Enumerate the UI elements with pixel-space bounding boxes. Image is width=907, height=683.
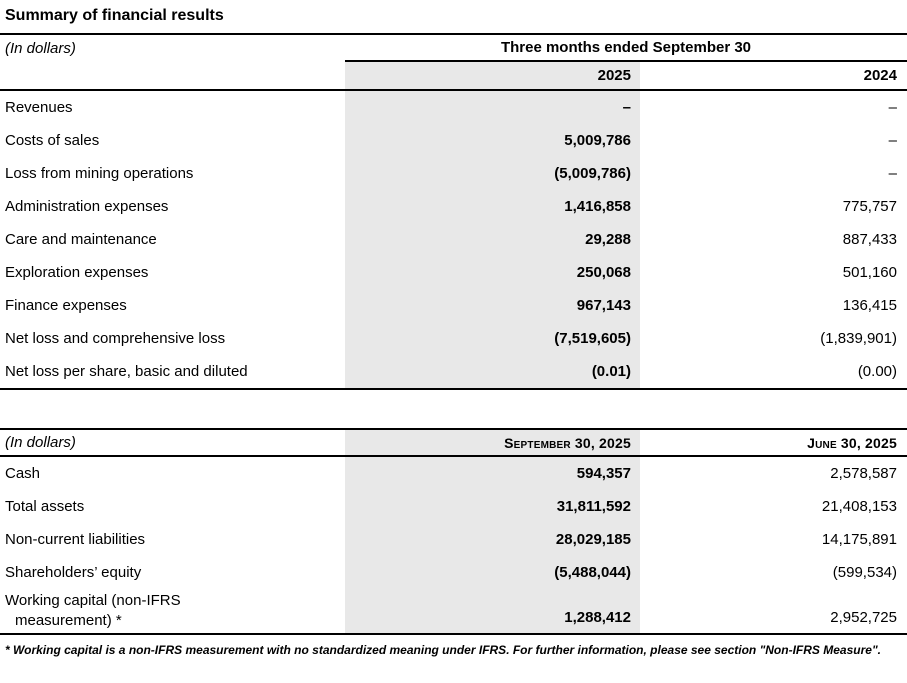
value-current: 594,357 <box>345 457 640 490</box>
row-working-capital: Working capital (non-IFRS measurement) *… <box>0 589 907 633</box>
row-label: Finance expenses <box>5 297 127 314</box>
value-2025: 29,288 <box>345 223 640 256</box>
table2-unit-label: (In dollars) <box>5 434 76 451</box>
table2-column-header-september-30-2025: September 30, 2025 <box>345 430 640 455</box>
row-label: Administration expenses <box>5 198 169 215</box>
row-costs-of-sales: Costs of sales 5,009,786 – <box>0 124 907 157</box>
value-current: 31,811,592 <box>345 490 640 523</box>
income-statement-header: (In dollars) Three months ended Septembe… <box>0 35 907 91</box>
value-2025: (7,519,605) <box>345 322 640 355</box>
value-2024: 775,757 <box>842 198 897 215</box>
row-label: Working capital (non-IFRS measurement) * <box>0 589 345 633</box>
row-exploration-expenses: Exploration expenses 250,068 501,160 <box>0 256 907 289</box>
value-current: 1,288,412 <box>345 589 640 633</box>
row-non-current-liabilities: Non-current liabilities 28,029,185 14,17… <box>0 523 907 556</box>
working-capital-label-line2: measurement) * <box>15 612 122 629</box>
table2-column-header-june-30-2025: June 30, 2025 <box>807 434 897 451</box>
value-2025: – <box>345 91 640 124</box>
page-title: Summary of financial results <box>5 7 224 24</box>
value-2024: – <box>888 165 897 182</box>
income-statement-table: (In dollars) Three months ended Septembe… <box>0 33 907 390</box>
row-revenues: Revenues – – <box>0 91 907 124</box>
value-2024: – <box>888 132 897 149</box>
value-2025: 250,068 <box>345 256 640 289</box>
value-prior: 21,408,153 <box>821 498 897 515</box>
row-label: Care and maintenance <box>5 231 157 248</box>
value-prior: 2,952,725 <box>830 609 897 626</box>
table1-column-header-2025: 2025 <box>345 62 640 89</box>
row-administration-expenses: Administration expenses 1,416,858 775,75… <box>0 190 907 223</box>
row-net-loss-and-comprehensive-loss: Net loss and comprehensive loss (7,519,6… <box>0 322 907 355</box>
row-label: Costs of sales <box>5 132 100 149</box>
row-loss-from-mining-operations: Loss from mining operations (5,009,786) … <box>0 157 907 190</box>
value-2025: 1,416,858 <box>345 190 640 223</box>
value-2024: 136,415 <box>842 297 897 314</box>
table1-header-spacer <box>0 62 345 89</box>
value-2024: (0.00) <box>857 363 897 380</box>
row-total-assets: Total assets 31,811,592 21,408,153 <box>0 490 907 523</box>
balance-sheet-header: (In dollars) September 30, 2025 June 30,… <box>0 430 907 457</box>
row-label: Shareholders’ equity <box>5 564 142 581</box>
value-2024: 887,433 <box>842 231 897 248</box>
income-statement-body: Revenues – – Costs of sales 5,009,786 – … <box>0 91 907 390</box>
non-ifrs-footnote: * Working capital is a non-IFRS measurem… <box>5 643 881 657</box>
financial-summary-document: Summary of financial results (In dollars… <box>0 7 907 657</box>
value-2025: (0.01) <box>345 355 640 388</box>
balance-sheet-body: Cash 594,357 2,578,587 Total assets 31,8… <box>0 457 907 635</box>
table1-unit-label: (In dollars) <box>5 40 76 57</box>
value-2024: (1,839,901) <box>820 330 897 347</box>
value-2024: 501,160 <box>842 264 897 281</box>
row-label: Exploration expenses <box>5 264 149 281</box>
row-label: Net loss per share, basic and diluted <box>5 363 248 380</box>
value-prior: 2,578,587 <box>830 465 897 482</box>
row-cash: Cash 594,357 2,578,587 <box>0 457 907 490</box>
value-2025: 967,143 <box>345 289 640 322</box>
table1-period-header: Three months ended September 30 <box>345 35 907 62</box>
working-capital-label-line1: Working capital (non-IFRS <box>5 592 181 609</box>
table1-column-header-2024: 2024 <box>863 67 897 84</box>
value-2024: – <box>888 99 897 116</box>
row-label: Non-current liabilities <box>5 531 146 548</box>
row-net-loss-per-share: Net loss per share, basic and diluted (0… <box>0 355 907 388</box>
row-shareholders-equity: Shareholders’ equity (5,488,044) (599,53… <box>0 556 907 589</box>
value-prior: (599,534) <box>832 564 897 581</box>
value-current: 28,029,185 <box>345 523 640 556</box>
row-label: Total assets <box>5 498 85 515</box>
row-care-and-maintenance: Care and maintenance 29,288 887,433 <box>0 223 907 256</box>
value-2025: (5,009,786) <box>345 157 640 190</box>
value-2025: 5,009,786 <box>345 124 640 157</box>
value-prior: 14,175,891 <box>821 531 897 548</box>
row-label: Loss from mining operations <box>5 165 194 182</box>
row-label: Net loss and comprehensive loss <box>5 330 226 347</box>
row-finance-expenses: Finance expenses 967,143 136,415 <box>0 289 907 322</box>
row-label: Cash <box>5 465 41 482</box>
balance-sheet-table: (In dollars) September 30, 2025 June 30,… <box>0 428 907 635</box>
value-current: (5,488,044) <box>345 556 640 589</box>
row-label: Revenues <box>5 99 73 116</box>
